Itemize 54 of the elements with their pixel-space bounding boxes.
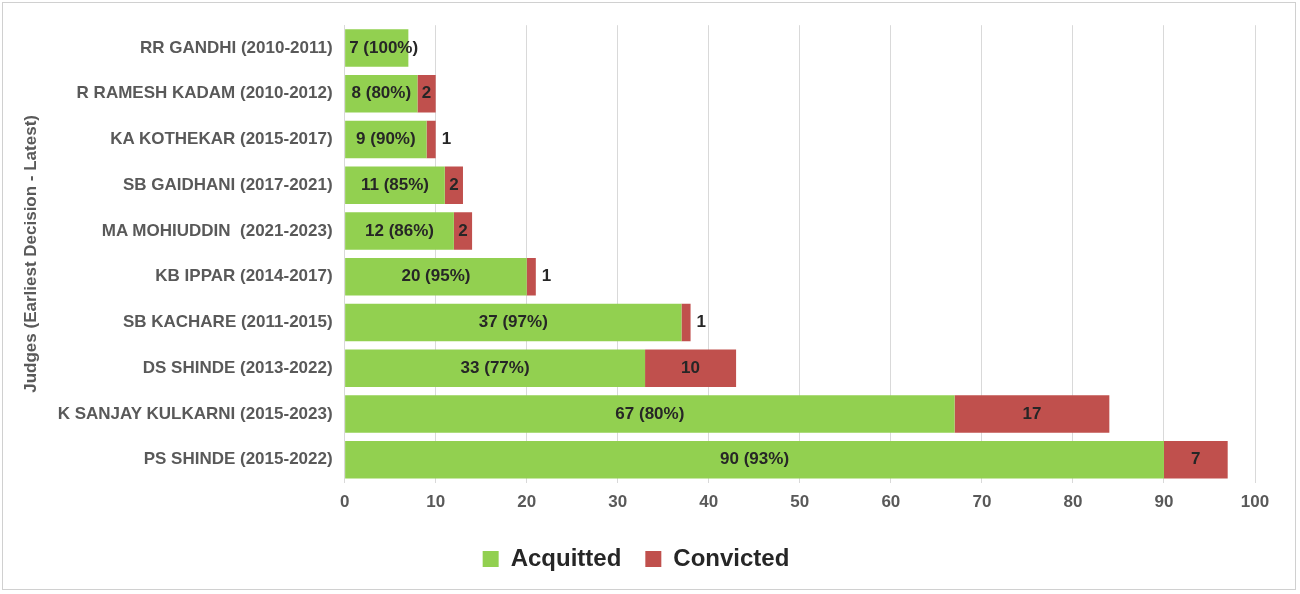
- x-tick-label: 70: [972, 492, 992, 512]
- data-label: 11 (85%): [360, 174, 429, 194]
- bar: [426, 120, 436, 159]
- data-label: 12 (86%): [365, 220, 434, 240]
- data-label: 90 (93%): [720, 449, 790, 469]
- data-label: 1: [541, 266, 552, 286]
- bar: [954, 395, 1110, 433]
- x-tick-label: 20: [517, 492, 537, 512]
- bar: [345, 440, 1164, 479]
- legend-label: Acquitted: [510, 543, 622, 571]
- data-label: 33 (77%): [460, 357, 530, 377]
- x-tick-label: 60: [881, 492, 901, 512]
- bar: [417, 75, 436, 113]
- data-label: 10: [681, 357, 701, 377]
- y-tick-label: KA KOTHEKAR (2015-2017): [110, 129, 333, 149]
- bar: [345, 395, 955, 433]
- data-label: 1: [696, 312, 707, 332]
- y-tick-label: KB IPPAR (2014-2017): [155, 266, 333, 286]
- y-tick-label: K SANJAY KULKARNI (2015-2023): [57, 403, 333, 423]
- y-tick-label: RR GANDHI (2010-2011): [139, 37, 333, 57]
- data-label: 9 (90%): [356, 129, 416, 149]
- x-tick-label: 10: [426, 492, 446, 512]
- data-label: 8 (80%): [351, 83, 412, 103]
- data-label: 2: [458, 220, 468, 240]
- y-axis-title: Judges (Earliest Decision - Latest): [20, 115, 40, 393]
- x-tick-label: 0: [339, 492, 350, 512]
- y-tick-label: MA MOHIUDDIN (2021-2023): [101, 220, 333, 240]
- data-label: 20 (95%): [401, 266, 471, 286]
- data-label: 1: [441, 129, 452, 149]
- bar: [345, 349, 646, 387]
- y-tick-label: SB KACHARE (2011-2015): [122, 312, 333, 332]
- x-tick-label: 30: [608, 492, 628, 512]
- x-tick-label: 80: [1063, 492, 1083, 512]
- x-tick-label: 90: [1154, 492, 1174, 512]
- bar: [1163, 440, 1228, 479]
- data-label: 2: [449, 174, 459, 194]
- y-tick-label: PS SHINDE (2015-2022): [143, 449, 333, 469]
- x-tick-label: 40: [699, 492, 719, 512]
- data-label: 2: [421, 83, 432, 103]
- bar: [645, 349, 737, 387]
- data-label: 17: [1022, 403, 1042, 423]
- data-label: 37 (97%): [478, 312, 548, 332]
- bar: [681, 303, 691, 342]
- data-label: 7: [1191, 449, 1201, 469]
- legend-label: Convicted: [673, 543, 790, 571]
- bar: [526, 258, 536, 296]
- y-tick-label: SB GAIDHANI (2017-2021): [122, 174, 333, 194]
- y-tick-label: R RAMESH KADAM (2010-2012): [76, 83, 333, 103]
- bar: [345, 303, 682, 342]
- bar: [345, 258, 527, 296]
- x-tick-label: 100: [1240, 492, 1270, 512]
- y-tick-label: DS SHINDE (2013-2022): [142, 357, 333, 377]
- data-label: 67 (80%): [615, 403, 685, 423]
- x-tick-label: 50: [790, 492, 810, 512]
